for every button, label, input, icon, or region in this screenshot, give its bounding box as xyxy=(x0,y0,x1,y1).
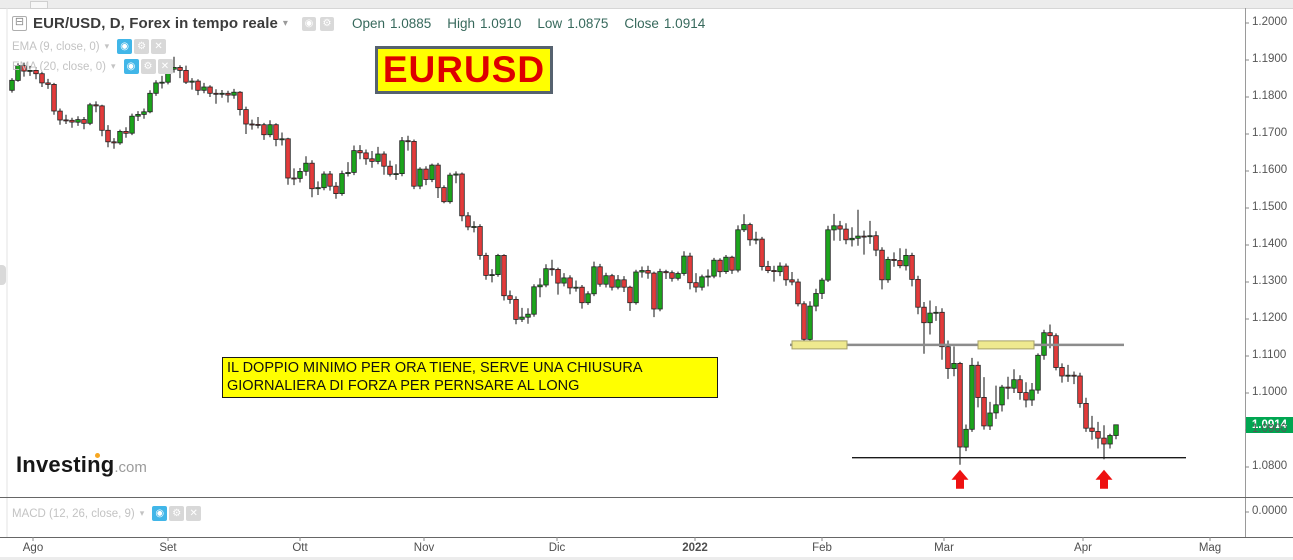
month-label: Dic xyxy=(548,542,566,554)
bottom-strip xyxy=(0,557,1293,560)
ema20-label[interactable]: EMA (20, close, 0) xyxy=(12,60,106,73)
collapse-icon[interactable]: ⊟ xyxy=(12,16,27,31)
month-label: Ago xyxy=(22,542,44,554)
logo-orange-dot xyxy=(95,453,100,458)
month-label: Apr xyxy=(1074,542,1092,554)
price-tick-label: 1.0800 xyxy=(1252,460,1288,472)
close-icon[interactable]: ✕ xyxy=(157,59,173,74)
ema9-label[interactable]: EMA (9, close, 0) xyxy=(12,40,100,53)
analysis-note: IL DOPPIO MINIMO PER ORA TIENE, SERVE UN… xyxy=(222,357,718,398)
open-label: Open xyxy=(351,16,385,31)
visibility-eye-icon[interactable]: ◉ xyxy=(123,59,139,74)
investing-logo-tld: .com xyxy=(114,459,147,476)
price-tick-label: 1.0900 xyxy=(1252,423,1288,435)
gear-icon[interactable]: ⚙ xyxy=(134,39,150,54)
chevron-down-icon[interactable]: ▾ xyxy=(110,61,116,71)
price-tick-label: 1.1700 xyxy=(1252,127,1288,139)
price-tick-label: 1.1100 xyxy=(1252,349,1287,361)
month-label: Feb xyxy=(812,542,832,554)
low-label: Low xyxy=(537,16,563,31)
price-tick-label: 1.2000 xyxy=(1252,16,1288,28)
price-tick-label: 1.1000 xyxy=(1252,386,1288,398)
low-value: 1.0875 xyxy=(567,16,609,31)
chevron-down-icon[interactable]: ▾ xyxy=(139,508,145,518)
close-label: Close xyxy=(624,16,659,31)
ohlc-readout: Open 1.0885 High 1.0910 Low 1.0875 Close… xyxy=(352,16,710,31)
close-value: 1.0914 xyxy=(663,16,706,31)
gear-icon[interactable]: ⚙ xyxy=(319,16,334,31)
last-price-tag: 1.0914 xyxy=(1246,416,1293,433)
analysis-note-line2: GIORNALIERA DI FORZA PER PERNSARE AL LON… xyxy=(227,378,580,394)
chevron-down-icon[interactable]: ▾ xyxy=(104,41,110,51)
macd-label[interactable]: MACD (12, 26, close, 9) xyxy=(12,507,135,520)
gear-icon[interactable]: ⚙ xyxy=(140,59,156,74)
ema20-legend-row: EMA (20, close, 0) ▾ ◉ ⚙ ✕ xyxy=(12,59,175,74)
analysis-note-line1: IL DOPPIO MINIMO PER ORA TIENE, SERVE UN… xyxy=(227,360,643,376)
open-value: 1.0885 xyxy=(389,16,432,31)
visibility-eye-icon[interactable]: ◉ xyxy=(117,39,133,54)
left-scroll-grip[interactable] xyxy=(0,265,6,285)
ema9-legend-row: EMA (9, close, 0) ▾ ◉ ⚙ ✕ xyxy=(12,39,168,54)
visibility-eye-icon[interactable]: ◉ xyxy=(152,506,168,521)
price-tick-label: 1.1600 xyxy=(1252,164,1288,176)
price-tick-label: 1.1400 xyxy=(1252,238,1288,250)
month-label: Mag xyxy=(1198,542,1222,554)
symbol-title[interactable]: EUR/USD, D, Forex in tempo reale xyxy=(33,15,278,32)
chart-header: ⊟ EUR/USD, D, Forex in tempo reale ▾ ◉ ⚙… xyxy=(12,15,710,32)
chevron-down-icon[interactable]: ▾ xyxy=(282,18,288,29)
month-label: 2022 xyxy=(682,542,708,554)
close-icon[interactable]: ✕ xyxy=(151,39,167,54)
high-label: High xyxy=(447,16,476,31)
price-tick-label: 1.1200 xyxy=(1252,312,1288,324)
price-tick-label: 1.1900 xyxy=(1252,53,1288,65)
month-label: Ott xyxy=(292,542,308,554)
price-tick-label: 1.1300 xyxy=(1252,275,1288,287)
target-icon[interactable]: ◉ xyxy=(301,16,316,31)
investing-logo: Investing.com xyxy=(16,452,147,478)
close-icon[interactable]: ✕ xyxy=(186,506,202,521)
month-label: Mar xyxy=(934,542,954,554)
high-value: 1.0910 xyxy=(480,16,522,31)
eurusd-banner: EURUSD xyxy=(375,46,553,94)
month-label: Set xyxy=(159,542,177,554)
price-tick-label: 1.1800 xyxy=(1252,90,1288,102)
gear-icon[interactable]: ⚙ xyxy=(169,506,185,521)
eurusd-banner-text: EURUSD xyxy=(382,49,546,90)
price-tick-label: 1.1500 xyxy=(1252,201,1288,213)
macd-zero-label: 0.0000 xyxy=(1252,505,1288,517)
scrollbar-handle[interactable] xyxy=(30,1,48,9)
month-label: Nov xyxy=(413,542,435,554)
macd-legend-row: MACD (12, 26, close, 9) ▾ ◉ ⚙ ✕ xyxy=(12,506,203,521)
top-scrollbar[interactable] xyxy=(0,0,1293,9)
